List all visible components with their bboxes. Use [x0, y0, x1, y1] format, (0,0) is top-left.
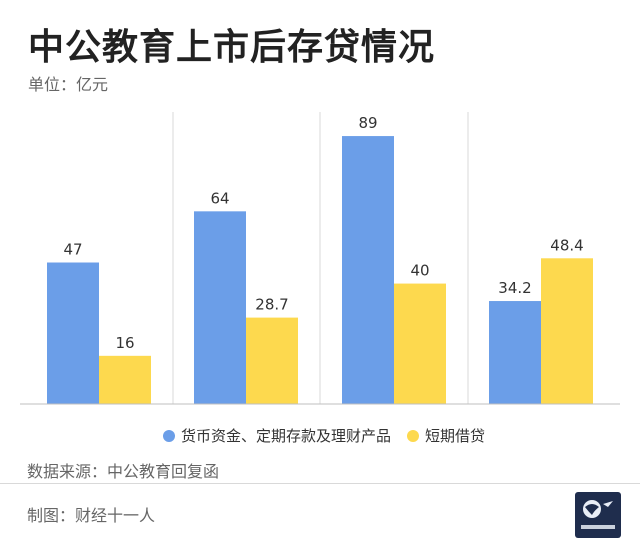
bar-s1-g2: [194, 211, 246, 404]
page-title: 中公教育上市后存贷情况: [28, 27, 436, 68]
legend-marker-2: [407, 430, 419, 442]
data-label-s2-g4: 48.4: [550, 236, 583, 254]
data-label-s1-g4: 34.2: [498, 279, 531, 297]
data-label-s1-g3: 89: [358, 114, 377, 132]
data-source: 数据来源：中公教育回复函: [27, 462, 220, 481]
footer-divider: [0, 483, 640, 484]
legend-label-2: 短期借贷: [425, 427, 485, 445]
bar-s2-g3: [394, 283, 446, 404]
bar-s2-g1: [99, 355, 151, 404]
unit-label: 单位：亿元: [28, 75, 109, 94]
data-label-s2-g2: 28.7: [255, 296, 288, 314]
legend-label-1: 货币资金、定期存款及理财产品: [181, 427, 391, 445]
chart-credit: 制图：财经十一人: [27, 506, 156, 525]
bar-s2-g4: [541, 258, 593, 404]
bar-s1-g1: [47, 262, 99, 404]
publisher-logo: [575, 492, 621, 538]
bar-s1-g4: [489, 301, 541, 404]
bar-s2-g2: [246, 317, 298, 404]
bar-s1-g3: [342, 136, 394, 404]
data-label-s1-g2: 64: [210, 189, 229, 207]
legend-marker-1: [163, 430, 175, 442]
data-label-s2-g1: 16: [115, 334, 134, 352]
bar-chart: 47 64 89 34.2 16 28.7 40 48.4 货币资金、定期存款及理财产品 短期借贷: [20, 112, 620, 445]
data-label-s1-g1: 47: [63, 241, 82, 259]
data-label-s2-g3: 40: [410, 262, 429, 280]
